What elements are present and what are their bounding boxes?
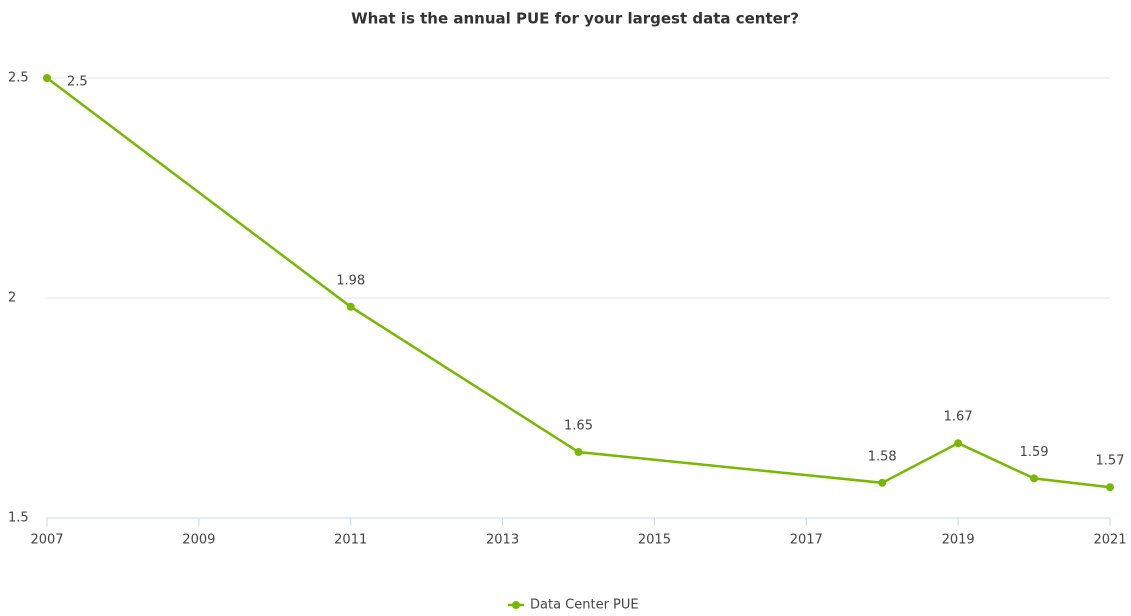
legend-marker <box>512 601 520 609</box>
x-tick-label: 2011 <box>334 533 367 548</box>
data-label: 1.98 <box>336 273 365 288</box>
data-label: 1.65 <box>564 419 593 434</box>
legend-label: Data Center PUE <box>530 598 639 613</box>
data-label: 1.58 <box>868 449 897 464</box>
data-point <box>1030 474 1039 483</box>
data-label: 1.67 <box>944 410 973 425</box>
x-tick-label: 2021 <box>1093 533 1126 548</box>
data-point <box>878 478 887 487</box>
data-point <box>43 74 51 82</box>
x-tick-label: 2015 <box>638 533 671 548</box>
data-point <box>954 439 963 448</box>
y-tick-label: 2 <box>8 291 16 306</box>
x-tick-label: 2019 <box>942 533 975 548</box>
x-tick-label: 2009 <box>182 533 215 548</box>
y-tick-label: 1.5 <box>8 511 29 526</box>
x-tick-label: 2013 <box>486 533 519 548</box>
y-tick-label: 2.5 <box>8 71 29 86</box>
data-label: 1.57 <box>1096 454 1125 469</box>
data-label: 1.59 <box>1020 445 1049 460</box>
data-point <box>574 448 583 456</box>
x-tick-label: 2007 <box>30 533 63 548</box>
data-point <box>346 302 355 311</box>
x-tick-label: 2017 <box>790 533 823 548</box>
data-point <box>1106 483 1114 492</box>
data-label: 2.5 <box>67 75 88 90</box>
chart-title: What is the annual PUE for your largest … <box>351 10 799 28</box>
